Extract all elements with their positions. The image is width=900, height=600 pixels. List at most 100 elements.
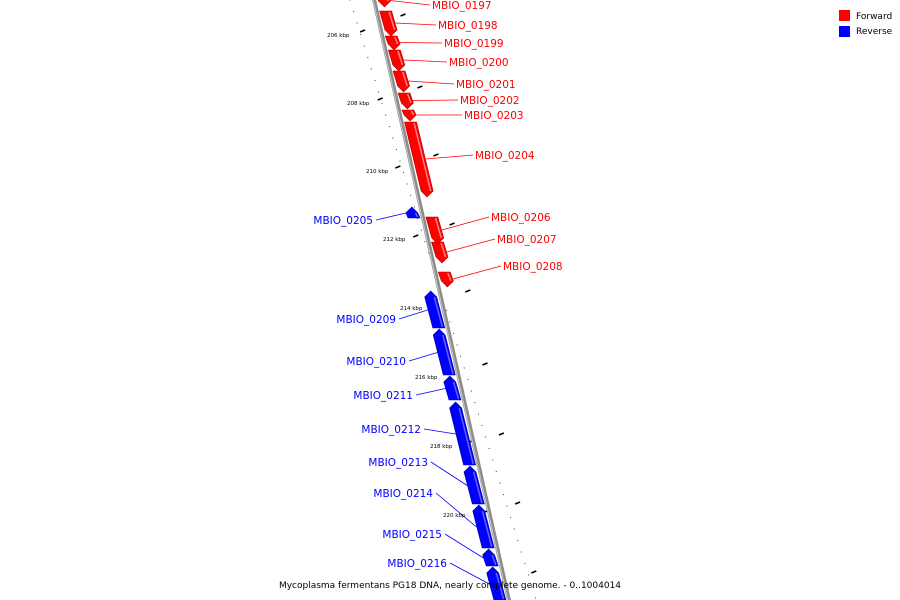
gene-label: MBIO_0211 [353, 390, 413, 402]
scale-dot [349, 0, 351, 1]
scale-dot [499, 482, 501, 484]
gene-arrow [379, 10, 398, 37]
scale-dot [413, 206, 415, 208]
scale-dot [467, 378, 469, 381]
leader-line [412, 99, 459, 101]
scale-dot [410, 194, 412, 197]
gene-label: MBIO_0214 [373, 488, 433, 500]
leader-line [408, 352, 438, 362]
scale-tick [433, 153, 439, 157]
gene-label: MBIO_0203 [464, 110, 524, 122]
gene-highlight [401, 71, 408, 87]
gene-label: MBIO_0200 [449, 57, 509, 69]
leader-line [444, 533, 484, 559]
ruler-labels: 206 kbp 208 kbp 210 kbp 212 kbp 214 kbp 216 k… [327, 33, 466, 519]
gene-arrow [397, 92, 414, 110]
backbone-line [372, 0, 511, 600]
gene-highlight [495, 572, 505, 600]
gene-highlight [491, 554, 497, 566]
gene-highlight [406, 93, 412, 104]
legend: Forward Reverse [839, 10, 893, 37]
scale-tick [359, 29, 366, 33]
gene-highlight [433, 296, 444, 328]
leader-line [425, 154, 474, 160]
gene-label: MBIO_0206 [491, 212, 551, 224]
gene-label: MBIO_0204 [475, 150, 535, 162]
scale-dot [363, 45, 365, 47]
gene-highlight [388, 11, 396, 31]
scale-dot [524, 562, 526, 565]
scale-dot [460, 355, 462, 358]
leader-line [390, 0, 431, 6]
scale-dot [427, 252, 430, 254]
gene-label: MBIO_0197 [432, 0, 492, 12]
scale-dot [492, 459, 494, 461]
gene-highlight [397, 50, 404, 66]
scale-tick [514, 501, 521, 505]
scale-dot [506, 505, 508, 507]
gene-label: MBIO_0199 [444, 38, 504, 50]
genome-caption: Mycoplasma fermentans PG18 DNA, nearly c… [279, 581, 621, 591]
scale-tick [449, 222, 455, 226]
gene-label: MBIO_0212 [361, 424, 421, 436]
scale-tick [417, 85, 423, 89]
legend-reverse-swatch [839, 26, 850, 37]
gene-label: MBIO_0207 [497, 234, 557, 246]
ruler-label: 210 kbp [366, 169, 389, 175]
leader-line [415, 388, 446, 396]
scale-tick [482, 362, 488, 366]
scale-dot [513, 528, 515, 530]
scale-tick [413, 234, 419, 238]
gene-highlight [414, 212, 419, 218]
scale-dot [420, 229, 422, 231]
scale-tick [498, 432, 505, 436]
gene-highlight [394, 36, 399, 45]
legend-forward-swatch [839, 10, 850, 21]
scale-dot [374, 79, 376, 82]
ruler-label: 206 kbp [327, 33, 350, 39]
scale-dot [488, 447, 490, 450]
scale-dot [378, 91, 380, 93]
scale-dot [520, 551, 522, 553]
gene-label: MBIO_0205 [313, 215, 373, 227]
leader-line [452, 265, 502, 280]
leader-line [423, 428, 456, 435]
scale-tick [395, 165, 401, 169]
gene-label: MBIO_0216 [387, 558, 447, 570]
gene-label: MBIO_0208 [503, 261, 563, 273]
gene-label: MBIO_0215 [382, 529, 442, 541]
backbone-highlight [372, 0, 509, 600]
leader-lines [375, 0, 502, 585]
legend-forward-label: Forward [856, 12, 892, 22]
leader-line [403, 59, 448, 63]
scale-dot [385, 114, 387, 116]
scale-tick [377, 97, 384, 101]
scale-dot [495, 470, 497, 473]
scale-dot [360, 33, 362, 36]
gene-label: MBIO_0209 [336, 314, 396, 326]
scale-dot [510, 516, 512, 519]
leader-line [398, 309, 428, 320]
gene-label: MBIO_0213 [368, 457, 428, 469]
scale-dot [502, 493, 505, 496]
leader-line [441, 216, 490, 231]
gene-arrow [404, 121, 434, 198]
ruler-label: 208 kbp [347, 101, 370, 107]
scale-dot [477, 413, 480, 415]
gene-label: MBIO_0210 [346, 356, 406, 368]
gene-arrow [392, 70, 410, 93]
gene-label: MBIO_0198 [438, 20, 498, 32]
gene-highlight [413, 122, 432, 192]
scale-dot [463, 367, 465, 369]
ruler-label: 214 kbp [400, 306, 423, 312]
gene-highlight [481, 510, 493, 548]
gene-highlight [472, 471, 483, 504]
gene-highlight [458, 407, 474, 465]
scale-dot [424, 240, 426, 243]
gene-arrow [425, 216, 445, 245]
gene-highlight [410, 110, 415, 116]
leader-line [446, 238, 496, 253]
ruler-label: 216 kbp [415, 375, 438, 381]
scale-dot [517, 539, 519, 542]
